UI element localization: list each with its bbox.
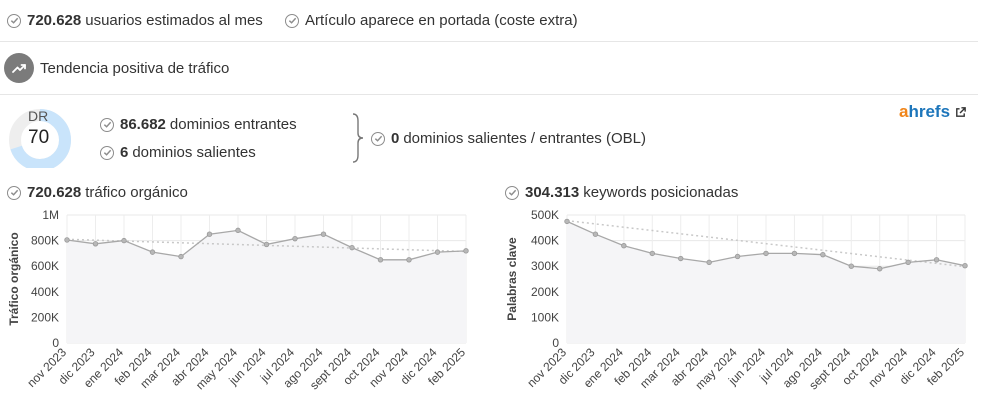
- external-link-icon: [956, 106, 966, 117]
- data-point[interactable]: [406, 257, 412, 263]
- obl-stat: 0 dominios salientes / entrantes (OBL): [371, 130, 646, 147]
- data-point[interactable]: [848, 263, 854, 269]
- brace-icon: [352, 113, 364, 163]
- traffic-trend: Tendencia positiva de tráfico: [4, 53, 229, 83]
- check-circle-icon: [505, 185, 519, 200]
- users-label: usuarios estimados al mes: [85, 12, 263, 29]
- data-point[interactable]: [320, 231, 327, 237]
- divider: [0, 41, 978, 42]
- check-circle-icon: [100, 117, 114, 132]
- y-tick-label: 200K: [31, 310, 59, 324]
- y-tick-label: 200K: [531, 285, 559, 299]
- data-point[interactable]: [149, 249, 156, 255]
- obl-value: 0: [391, 130, 400, 147]
- data-point[interactable]: [706, 259, 712, 266]
- data-point[interactable]: [933, 257, 940, 263]
- traffic-value: 720.628: [27, 184, 82, 201]
- data-point[interactable]: [905, 259, 911, 266]
- data-point[interactable]: [678, 255, 684, 262]
- trending-up-icon: [4, 53, 34, 83]
- ahrefs-link[interactable]: a hrefs: [899, 102, 967, 122]
- data-point[interactable]: [463, 248, 469, 254]
- check-circle-icon: [285, 13, 299, 28]
- obl-label: dominios salientes / entrantes (OBL): [403, 130, 646, 147]
- check-circle-icon: [7, 185, 21, 200]
- dr-ring: [9, 109, 71, 171]
- dr-label: DR: [28, 108, 49, 124]
- keywords-chart-title: 304.313 keywords posicionadas: [505, 184, 738, 201]
- check-circle-icon: [371, 131, 385, 146]
- domain-rating: DR 70: [6, 108, 74, 171]
- outgoing-domains-stat: 6 dominios salientes: [100, 144, 256, 161]
- data-point[interactable]: [377, 257, 384, 263]
- keywords-label: keywords posicionadas: [583, 184, 739, 201]
- data-point[interactable]: [877, 266, 883, 272]
- data-point[interactable]: [791, 250, 798, 257]
- users-stat: 720.628 usuarios estimados al mes: [7, 12, 263, 29]
- trendline: [66, 238, 467, 253]
- incoming-value: 86.682: [120, 116, 166, 133]
- incoming-label: dominios entrantes: [169, 116, 297, 133]
- data-point[interactable]: [649, 250, 655, 257]
- data-point[interactable]: [621, 243, 627, 249]
- data-point[interactable]: [592, 231, 599, 237]
- keywords-value: 304.313: [525, 184, 580, 201]
- series-area: [567, 221, 965, 343]
- data-point[interactable]: [349, 244, 355, 251]
- y-tick-label: 0: [552, 336, 559, 350]
- check-circle-icon: [100, 145, 114, 160]
- traffic-label: tráfico orgánico: [85, 184, 188, 201]
- y-tick-label: 300K: [531, 259, 559, 273]
- y-tick-label: 800K: [31, 234, 59, 248]
- dr-value: 70: [28, 127, 50, 148]
- y-tick-label: 0: [52, 336, 59, 350]
- data-point[interactable]: [734, 253, 741, 260]
- y-tick-label: 100K: [531, 310, 559, 324]
- trendline: [566, 219, 966, 268]
- ahrefs-logo-a: a: [899, 102, 909, 121]
- frontpage-label: Artículo aparece en portada (coste extra…: [305, 12, 578, 29]
- data-point[interactable]: [178, 253, 184, 260]
- dr-ring-fill: [9, 109, 71, 171]
- data-point[interactable]: [64, 237, 70, 243]
- y-tick-label: 400K: [31, 285, 59, 299]
- data-point[interactable]: [121, 237, 127, 244]
- data-point[interactable]: [820, 251, 826, 258]
- y-axis-title: Palabras clave: [505, 237, 519, 321]
- data-point[interactable]: [263, 241, 270, 248]
- trend-label: Tendencia positiva de tráfico: [40, 59, 230, 77]
- users-value: 720.628: [27, 12, 82, 29]
- data-point[interactable]: [564, 218, 570, 225]
- frontpage-stat: Artículo aparece en portada (coste extra…: [285, 12, 578, 29]
- data-point[interactable]: [434, 249, 441, 255]
- data-point[interactable]: [92, 241, 99, 247]
- data-point[interactable]: [962, 262, 968, 269]
- ahrefs-logo-rest: hrefs: [908, 102, 951, 121]
- incoming-domains-stat: 86.682 dominios entrantes: [100, 116, 297, 133]
- y-tick-label: 500K: [531, 208, 559, 222]
- check-circle-icon: [7, 13, 21, 28]
- outgoing-value: 6: [120, 144, 129, 161]
- data-point[interactable]: [235, 227, 241, 234]
- outgoing-label: dominios salientes: [132, 144, 256, 161]
- divider: [0, 94, 978, 95]
- series-area: [67, 230, 466, 343]
- y-tick-label: 1M: [42, 208, 59, 222]
- y-axis-title: Tráfico orgánico: [7, 232, 21, 325]
- y-tick-label: 400K: [531, 234, 559, 248]
- y-tick-label: 600K: [31, 259, 59, 273]
- data-point[interactable]: [763, 250, 769, 257]
- data-point[interactable]: [292, 235, 298, 242]
- data-point[interactable]: [206, 231, 213, 237]
- traffic-chart-title: 720.628 tráfico orgánico: [7, 184, 188, 201]
